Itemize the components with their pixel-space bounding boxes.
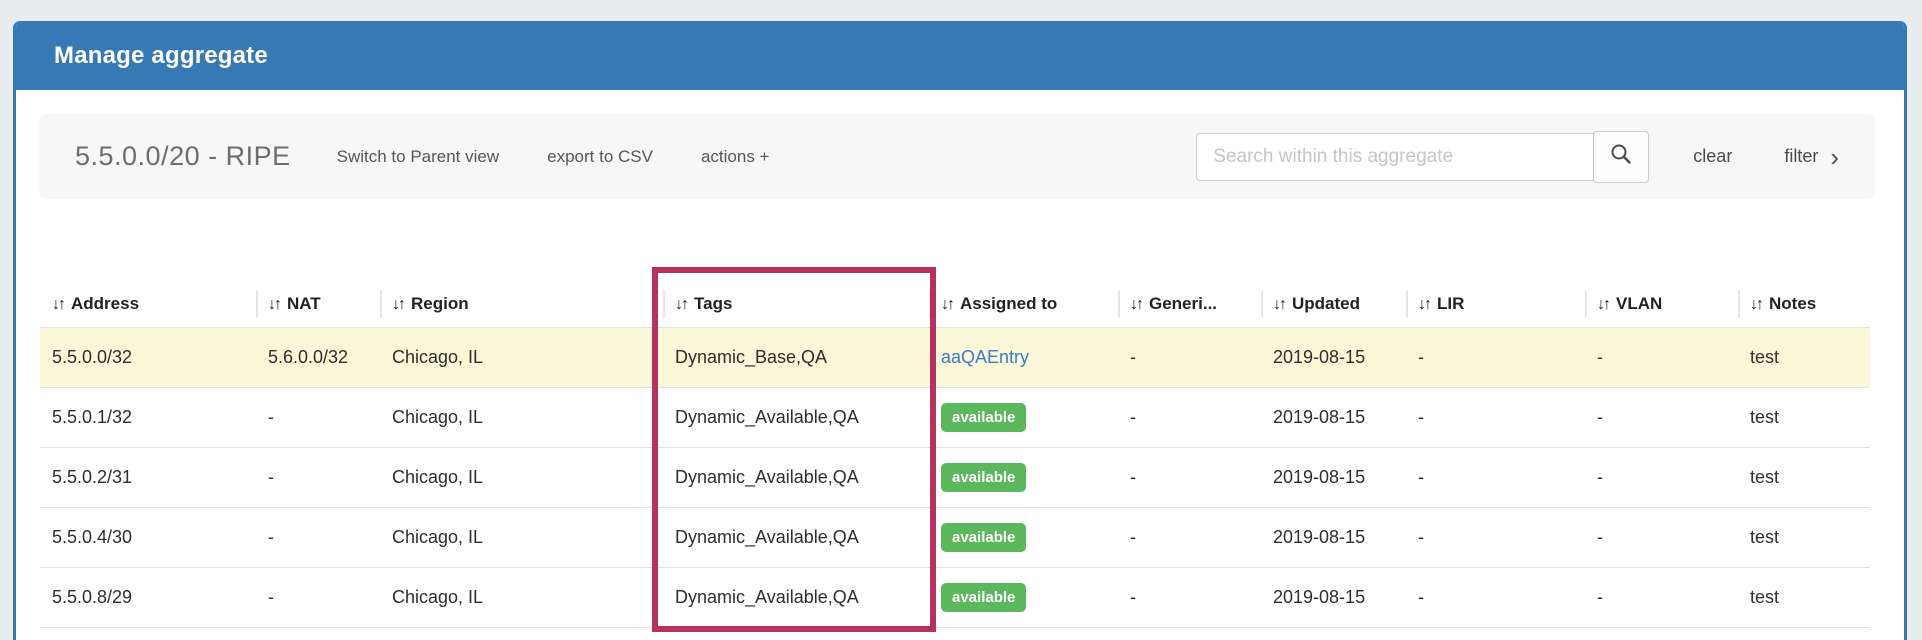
column-header-updated[interactable]: ↓↑ Updated	[1261, 282, 1406, 327]
address-cell: 5.5.0.2/31	[40, 446, 256, 507]
generic-cell: -	[1118, 446, 1261, 507]
column-header-notes[interactable]: ↓↑ Notes	[1738, 282, 1870, 327]
manage-aggregate-panel: Manage aggregate 5.5.0.0/20 - RIPE Switc…	[13, 21, 1907, 640]
filter-link[interactable]: filter ›	[1784, 141, 1839, 172]
column-header-region[interactable]: ↓↑ Region	[380, 282, 663, 327]
sort-icon: ↓↑	[941, 296, 955, 314]
address-cell: 5.5.0.0/32	[40, 326, 256, 387]
sort-icon: ↓↑	[52, 296, 66, 314]
search-input[interactable]	[1196, 132, 1595, 181]
clear-link[interactable]: clear	[1693, 146, 1733, 166]
chevron-right-icon: ›	[1830, 141, 1839, 172]
lir-cell: -	[1406, 326, 1585, 387]
nat-cell: -	[256, 446, 380, 507]
aggregate-title: 5.5.0.0/20 - RIPE	[75, 141, 291, 171]
updated-cell: 2019-08-15	[1261, 446, 1406, 507]
region-cell: Chicago, IL	[380, 506, 663, 567]
region-cell: Chicago, IL	[380, 446, 663, 507]
table-row: 5.5.0.2/31 - Chicago, IL Dynamic_Availab…	[40, 446, 1870, 507]
sort-icon: ↓↑	[675, 296, 689, 314]
column-header-nat[interactable]: ↓↑ NAT	[256, 282, 380, 327]
address-cell: 5.5.0.1/32	[40, 386, 256, 447]
status-badge: available	[941, 402, 1027, 432]
toolbar: 5.5.0.0/20 - RIPE Switch to Parent view …	[39, 114, 1875, 199]
updated-cell: 2019-08-15	[1261, 326, 1406, 387]
tags-cell: Dynamic_Available,QA	[663, 566, 929, 628]
search-icon	[1609, 142, 1633, 171]
column-header-generic[interactable]: ↓↑ Generi...	[1118, 282, 1261, 327]
sort-icon: ↓↑	[1418, 296, 1432, 314]
updated-cell: 2019-08-15	[1261, 566, 1406, 628]
column-header-tags[interactable]: ↓↑ Tags	[663, 282, 929, 327]
generic-cell: -	[1118, 506, 1261, 567]
aggregate-table: ↓↑ Address ↓↑ NAT ↓↑ Region ↓↑ Tags ↓↑ Assign…	[40, 282, 1870, 628]
generic-cell: -	[1118, 566, 1261, 628]
nat-cell: 5.6.0.0/32	[256, 326, 380, 387]
panel-header: Manage aggregate	[16, 21, 1904, 90]
region-cell: Chicago, IL	[380, 386, 663, 447]
sort-icon: ↓↑	[1273, 296, 1287, 314]
column-header-assigned-to[interactable]: ↓↑ Assigned to	[929, 282, 1118, 327]
tags-cell: Dynamic_Available,QA	[663, 446, 929, 507]
assigned-to-cell: available	[929, 506, 1118, 567]
address-cell: 5.5.0.8/29	[40, 566, 256, 628]
tags-cell: Dynamic_Available,QA	[663, 386, 929, 447]
assigned-to-cell: aaQAEntry	[929, 326, 1118, 387]
nat-cell: -	[256, 566, 380, 628]
nat-cell: -	[256, 386, 380, 447]
notes-cell: test	[1738, 506, 1870, 567]
region-cell: Chicago, IL	[380, 566, 663, 628]
column-header-lir[interactable]: ↓↑ LIR	[1406, 282, 1585, 327]
generic-cell: -	[1118, 326, 1261, 387]
table-row: 5.5.0.4/30 - Chicago, IL Dynamic_Availab…	[40, 506, 1870, 567]
sort-icon: ↓↑	[1750, 296, 1764, 314]
notes-cell: test	[1738, 326, 1870, 387]
lir-cell: -	[1406, 386, 1585, 447]
page-title: Manage aggregate	[54, 41, 268, 69]
search-button[interactable]	[1593, 130, 1650, 183]
search-group	[1196, 130, 1650, 183]
table-row: 5.5.0.0/32 5.6.0.0/32 Chicago, IL Dynami…	[40, 326, 1870, 387]
vlan-cell: -	[1585, 506, 1738, 567]
vlan-cell: -	[1585, 566, 1738, 628]
notes-cell: test	[1738, 446, 1870, 507]
sort-icon: ↓↑	[392, 296, 406, 314]
export-csv-link[interactable]: export to CSV	[547, 146, 653, 166]
notes-cell: test	[1738, 386, 1870, 447]
tags-cell: Dynamic_Available,QA	[663, 506, 929, 567]
notes-cell: test	[1738, 566, 1870, 628]
updated-cell: 2019-08-15	[1261, 506, 1406, 567]
status-badge: available	[941, 522, 1027, 552]
lir-cell: -	[1406, 446, 1585, 507]
assigned-to-cell: available	[929, 566, 1118, 628]
vlan-cell: -	[1585, 446, 1738, 507]
generic-cell: -	[1118, 386, 1261, 447]
sort-icon: ↓↑	[1130, 296, 1144, 314]
lir-cell: -	[1406, 506, 1585, 567]
status-badge: available	[941, 582, 1027, 612]
column-header-address[interactable]: ↓↑ Address	[52, 294, 140, 314]
lir-cell: -	[1406, 566, 1585, 628]
assigned-to-cell: available	[929, 446, 1118, 507]
table-row: 5.5.0.1/32 - Chicago, IL Dynamic_Availab…	[40, 386, 1870, 447]
actions-menu-link[interactable]: actions +	[700, 146, 770, 166]
assigned-to-cell: available	[929, 386, 1118, 447]
region-cell: Chicago, IL	[380, 326, 663, 387]
assigned-entry-link[interactable]: aaQAEntry	[941, 346, 1030, 367]
table-row: 5.5.0.8/29 - Chicago, IL Dynamic_Availab…	[40, 566, 1870, 628]
updated-cell: 2019-08-15	[1261, 386, 1406, 447]
address-cell: 5.5.0.4/30	[40, 506, 256, 567]
tags-cell: Dynamic_Base,QA	[663, 326, 929, 387]
filter-label: filter	[1784, 146, 1819, 166]
column-header-vlan[interactable]: ↓↑ VLAN	[1585, 282, 1738, 327]
nat-cell: -	[256, 506, 380, 567]
sort-icon: ↓↑	[1597, 296, 1611, 314]
switch-parent-view-link[interactable]: Switch to Parent view	[336, 146, 500, 166]
vlan-cell: -	[1585, 326, 1738, 387]
table-header-row: ↓↑ Address ↓↑ NAT ↓↑ Region ↓↑ Tags ↓↑ Assign…	[40, 282, 1870, 327]
status-badge: available	[941, 462, 1027, 492]
vlan-cell: -	[1585, 386, 1738, 447]
sort-icon: ↓↑	[268, 296, 282, 314]
